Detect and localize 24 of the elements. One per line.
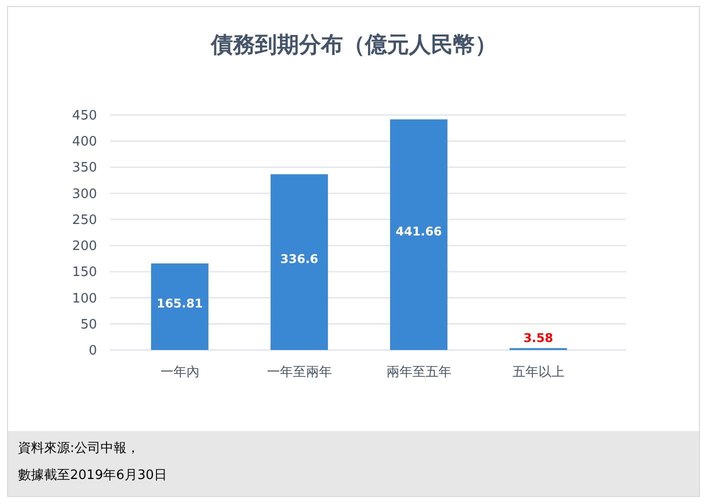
data-label: 441.66 [396,224,442,239]
data-label: 336.6 [280,252,318,266]
bar [390,119,448,350]
y-tick-label: 50 [80,317,97,332]
x-tick-label: 五年以上 [512,365,564,380]
data-label: 3.58 [523,331,554,346]
y-tick-label: 350 [72,160,97,176]
y-tick-label: 250 [72,212,97,228]
x-tick-label: 一年至兩年 [266,365,332,380]
y-tick-label: 0 [88,344,97,358]
text: 數據截至2019年6月30日 [18,468,167,483]
y-tick-label: 200 [72,239,97,254]
data-label: 165.81 [156,296,203,311]
x-tick-label: 一年內 [160,365,200,380]
bar [270,174,328,350]
y-tick-label: 300 [72,186,97,202]
source-note: 資料來源:公司中報， [18,441,140,456]
y-tick-label: 450 [72,108,97,124]
y-tick-label: 100 [72,291,97,306]
y-tick-label: 150 [72,265,97,280]
x-tick-label: 兩年至五年 [386,365,452,380]
y-tick-label: 400 [72,134,97,150]
chart-title: 債務到期分布（億元人民幣） [210,32,497,58]
bar [151,263,208,350]
